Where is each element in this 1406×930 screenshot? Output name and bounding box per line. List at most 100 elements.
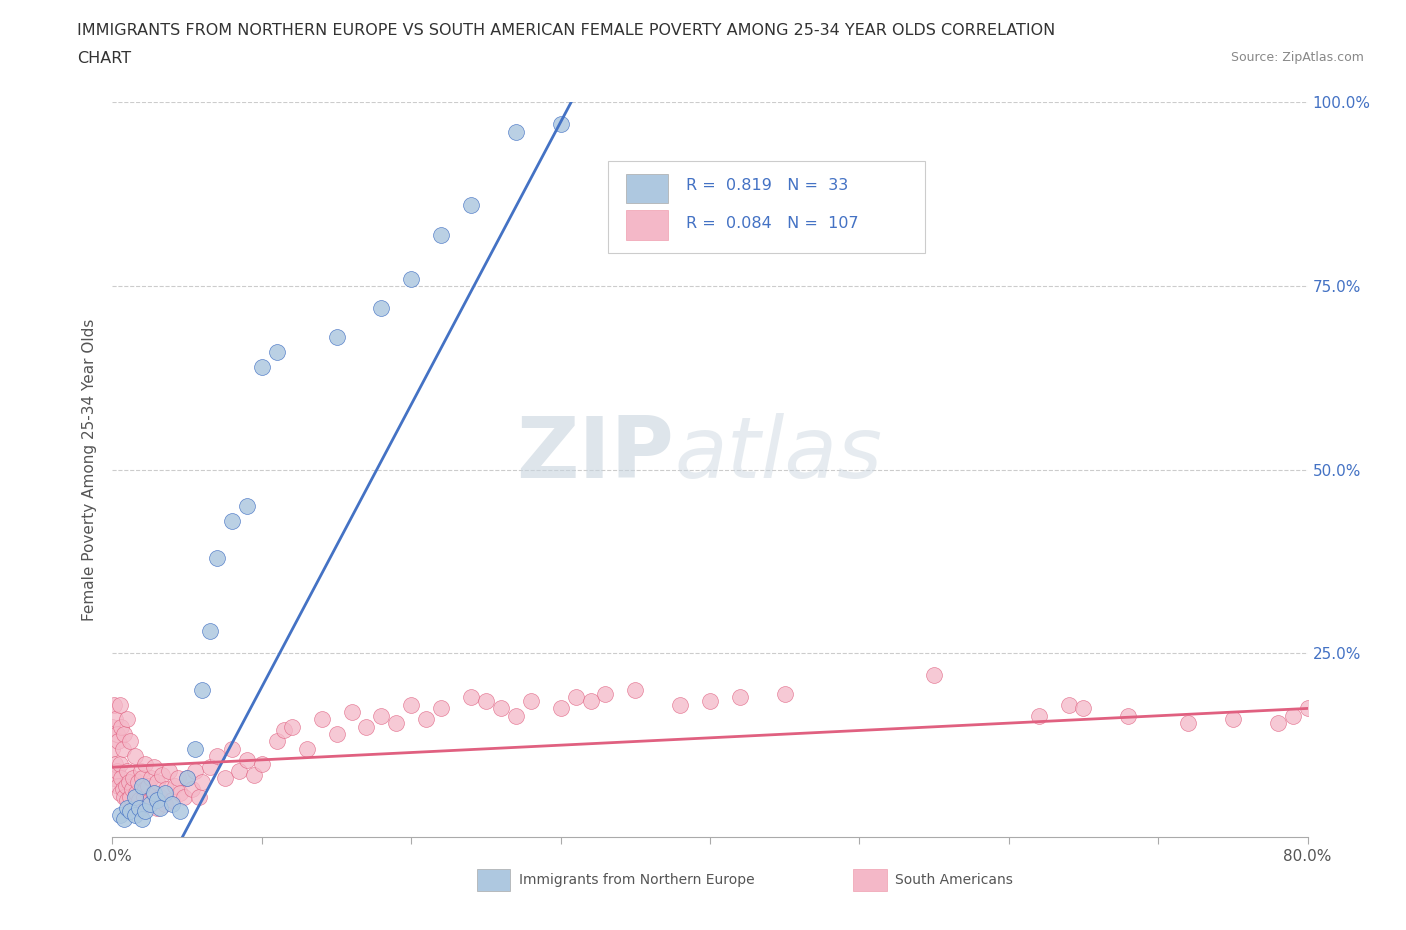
Point (198, 624, 221, 639)
Point (138, 778, 160, 793)
Point (142, 786, 165, 801)
Point (385, 716, 408, 731)
Point (167, 771, 190, 786)
Point (149, 800, 172, 815)
Point (124, 796, 146, 811)
Text: atlas: atlas (675, 414, 882, 497)
Point (1296, 701, 1319, 716)
Point (157, 764, 180, 778)
Text: IMMIGRANTS FROM NORTHERN EUROPE VS SOUTH AMERICAN FEMALE POVERTY AMONG 25-34 YEA: IMMIGRANTS FROM NORTHERN EUROPE VS SOUTH… (77, 23, 1056, 38)
Point (117, 792, 139, 807)
Point (108, 756, 131, 771)
Point (153, 786, 176, 801)
Point (221, 741, 243, 756)
Text: R =  0.819   N =  33: R = 0.819 N = 33 (686, 178, 848, 193)
Point (430, 227, 453, 242)
Point (143, 786, 166, 801)
Point (191, 775, 214, 790)
Point (139, 792, 162, 807)
Point (149, 790, 172, 804)
Point (120, 734, 142, 749)
Point (114, 790, 135, 804)
Point (460, 690, 482, 705)
Point (188, 790, 211, 804)
Point (550, 701, 572, 716)
Point (104, 756, 127, 771)
Point (128, 800, 150, 815)
Point (401, 272, 423, 286)
Point (173, 790, 195, 804)
Point (165, 778, 187, 793)
Point (266, 345, 288, 360)
Point (1177, 716, 1199, 731)
Point (127, 775, 149, 790)
Text: ZIP: ZIP (516, 414, 675, 497)
Point (520, 694, 543, 709)
Point (108, 698, 131, 712)
Point (176, 771, 198, 786)
Point (117, 800, 139, 815)
FancyBboxPatch shape (609, 161, 925, 253)
Point (183, 741, 205, 756)
Point (489, 701, 512, 716)
Point (107, 734, 129, 749)
Point (153, 796, 176, 811)
Point (105, 726, 128, 741)
Point (117, 764, 139, 778)
Point (1267, 716, 1289, 731)
Point (108, 786, 131, 801)
Point (134, 782, 156, 797)
FancyBboxPatch shape (627, 210, 668, 240)
Point (460, 198, 482, 213)
Point (728, 690, 751, 705)
Point (122, 771, 145, 786)
Point (115, 778, 138, 793)
Point (250, 359, 273, 374)
Point (110, 720, 132, 735)
Point (228, 764, 250, 778)
Point (139, 796, 162, 811)
Point (243, 767, 266, 782)
Point (135, 796, 157, 811)
Point (205, 551, 228, 565)
Point (110, 771, 132, 786)
Point (105, 764, 128, 778)
Point (295, 741, 318, 756)
Text: R =  0.084   N =  107: R = 0.084 N = 107 (686, 216, 859, 231)
Point (370, 300, 392, 315)
Point (595, 686, 617, 701)
Point (922, 668, 945, 683)
Point (176, 771, 198, 786)
Text: South Americans: South Americans (896, 872, 1014, 886)
Point (236, 752, 259, 767)
Point (114, 726, 135, 741)
Point (401, 698, 423, 712)
Point (101, 741, 124, 756)
Point (669, 698, 692, 712)
Point (221, 513, 243, 528)
Point (266, 734, 288, 749)
Point (131, 778, 153, 793)
Point (214, 771, 236, 786)
Point (191, 683, 214, 698)
Point (1057, 698, 1080, 712)
Point (131, 771, 153, 786)
Text: Source: ZipAtlas.com: Source: ZipAtlas.com (1230, 51, 1364, 64)
Point (124, 749, 146, 764)
Point (505, 709, 527, 724)
Point (564, 690, 586, 705)
Point (132, 790, 155, 804)
Point (773, 686, 796, 701)
Point (340, 705, 363, 720)
Point (124, 790, 146, 804)
Point (1073, 701, 1095, 716)
Point (134, 756, 156, 771)
Point (1118, 709, 1140, 724)
Point (183, 764, 205, 778)
Point (169, 786, 191, 801)
Point (162, 792, 183, 807)
Point (281, 720, 304, 735)
Point (108, 807, 131, 822)
Point (273, 723, 295, 737)
Point (311, 712, 333, 727)
